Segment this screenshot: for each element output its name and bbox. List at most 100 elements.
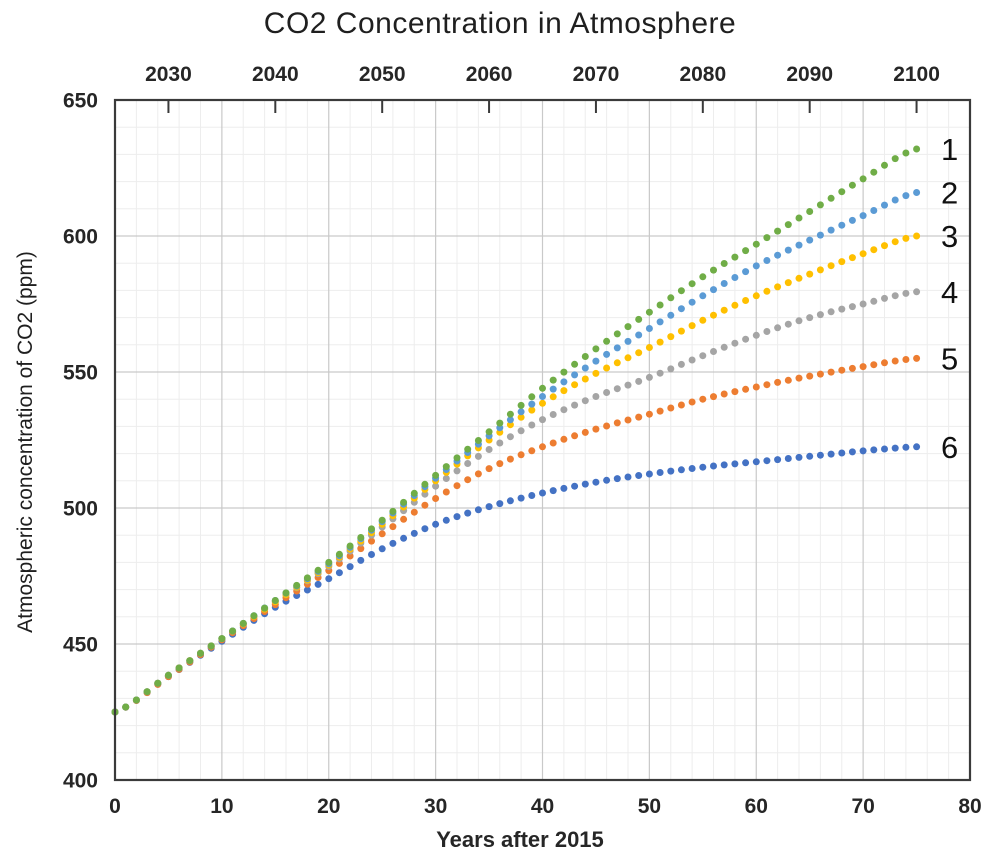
data-point xyxy=(710,462,717,470)
data-point xyxy=(421,490,429,498)
data-point xyxy=(581,480,589,488)
data-point xyxy=(774,251,782,259)
data-point xyxy=(442,516,450,524)
data-point xyxy=(143,688,151,696)
data-point xyxy=(442,463,450,471)
data-point xyxy=(506,433,514,441)
data-point xyxy=(667,365,675,373)
data-point xyxy=(517,451,525,459)
data-point xyxy=(656,318,664,326)
data-point xyxy=(752,240,760,248)
data-point xyxy=(624,323,632,331)
data-point xyxy=(624,473,632,481)
series-label-6: 6 xyxy=(941,430,958,465)
data-point xyxy=(314,580,322,588)
data-point xyxy=(335,550,343,558)
x-tick-label: 0 xyxy=(109,795,121,818)
data-point xyxy=(624,381,632,389)
data-point xyxy=(656,469,664,476)
data-point xyxy=(806,314,814,322)
data-point xyxy=(442,475,450,482)
top-axis-tick-labels: 2030 2040 2050 2060 2070 2080 2090 2100 xyxy=(145,63,940,86)
data-point xyxy=(742,459,750,467)
data-point xyxy=(581,364,589,372)
data-point xyxy=(891,357,899,365)
y-tick-label: 650 xyxy=(63,90,98,113)
data-point xyxy=(902,192,910,200)
data-point xyxy=(603,389,611,396)
data-point xyxy=(389,539,397,547)
data-point xyxy=(517,494,525,502)
data-point xyxy=(763,457,771,465)
data-point xyxy=(624,337,632,345)
data-point xyxy=(795,214,803,222)
data-point xyxy=(667,404,675,412)
data-point xyxy=(581,428,589,436)
data-point xyxy=(453,467,461,475)
data-point xyxy=(346,563,354,571)
data-point xyxy=(859,363,867,371)
data-point xyxy=(816,201,824,209)
data-point xyxy=(870,246,878,254)
data-point xyxy=(913,232,921,240)
plot-border xyxy=(113,98,972,782)
data-point xyxy=(517,427,525,435)
data-point xyxy=(261,604,269,612)
data-point xyxy=(838,449,846,457)
data-point xyxy=(720,343,728,351)
y-tick-label: 600 xyxy=(63,226,98,249)
data-point xyxy=(506,455,514,463)
data-point xyxy=(731,301,739,309)
data-point xyxy=(571,482,579,490)
data-point xyxy=(720,260,728,267)
data-point xyxy=(603,422,611,430)
x-tick-label: 50 xyxy=(638,795,661,818)
data-point xyxy=(699,463,707,471)
data-point xyxy=(613,344,621,352)
data-point xyxy=(271,597,279,604)
data-point xyxy=(303,574,311,582)
data-point xyxy=(474,452,482,460)
data-point xyxy=(442,488,450,496)
data-point xyxy=(699,273,707,281)
data-point xyxy=(881,201,888,209)
data-point xyxy=(506,410,514,418)
data-point xyxy=(763,287,771,295)
data-point xyxy=(474,470,482,478)
data-point xyxy=(881,359,888,367)
data-point xyxy=(229,627,237,635)
data-point xyxy=(688,298,696,306)
data-point xyxy=(881,445,888,453)
data-point xyxy=(742,247,750,255)
data-point xyxy=(677,401,685,409)
data-point xyxy=(293,581,301,589)
data-point xyxy=(763,234,771,242)
data-point xyxy=(303,586,311,594)
data-point xyxy=(827,262,835,270)
y-tick-label: 450 xyxy=(63,634,98,657)
data-point xyxy=(699,395,707,403)
data-point xyxy=(378,530,386,538)
data-point xyxy=(603,350,611,358)
data-point xyxy=(539,489,546,497)
data-point xyxy=(357,545,365,553)
data-point xyxy=(400,534,408,542)
data-point xyxy=(549,487,557,495)
series-label-3: 3 xyxy=(941,219,958,254)
data-point xyxy=(378,545,386,553)
data-point xyxy=(635,331,643,339)
data-point xyxy=(357,534,365,541)
x-tick-label: 20 xyxy=(317,795,340,818)
data-point xyxy=(827,368,835,376)
data-point xyxy=(560,378,568,386)
data-point xyxy=(838,221,846,229)
data-point xyxy=(239,619,247,627)
data-point xyxy=(528,406,536,414)
data-point xyxy=(378,516,386,524)
data-point xyxy=(560,368,568,376)
data-point xyxy=(677,305,685,313)
x-tick-label: 40 xyxy=(531,795,554,818)
data-point xyxy=(667,467,675,475)
data-point xyxy=(902,356,910,363)
top-axis-year-label: 2100 xyxy=(893,63,940,86)
